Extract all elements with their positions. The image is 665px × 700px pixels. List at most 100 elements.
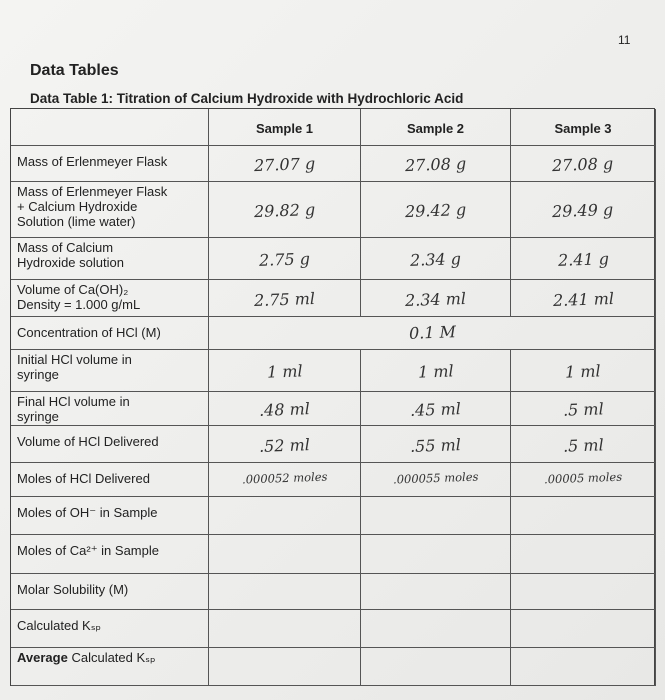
value-cell: 2.41 g — [511, 238, 656, 280]
value-cell: .000052 moles — [209, 463, 361, 497]
value-cell: 2.75 ml — [209, 280, 361, 317]
label-line: syringe — [17, 367, 59, 382]
value-cell: 27.08 g — [361, 146, 511, 182]
label-line: Mass of Calcium — [17, 240, 114, 255]
row-label: Moles of HCl Delivered — [11, 463, 209, 497]
value-cell: 1 ml — [361, 350, 511, 392]
row-label: Average Calculated Kₛₚ — [11, 648, 209, 686]
handwritten-value: 0.1 M — [408, 322, 456, 343]
value-cell — [511, 610, 656, 648]
value-cell — [361, 610, 511, 648]
value-cell — [511, 648, 656, 686]
value-cell — [361, 535, 511, 574]
row-label: Concentration of HCl (M) — [11, 317, 209, 350]
label-line: Moles of OH⁻ in Sample — [17, 505, 158, 520]
value-cell: 29.42 g — [361, 182, 511, 238]
handwritten-value: .52 ml — [258, 434, 311, 456]
table-title: Data Table 1: Titration of Calcium Hydro… — [30, 91, 464, 106]
value-cell — [361, 574, 511, 610]
handwritten-value: 2.75 ml — [253, 288, 316, 310]
label-line: Hydroxide solution — [17, 255, 124, 270]
value-cell: .5 ml — [511, 426, 656, 463]
value-cell — [209, 648, 361, 686]
row-label: Molar Solubility (M) — [11, 574, 209, 610]
value-cell: 29.82 g — [209, 182, 361, 238]
row-label: Mass of Calcium Hydroxide solution — [11, 238, 209, 280]
handwritten-value: .55 ml — [409, 434, 462, 456]
value-cell: 2.34 g — [361, 238, 511, 280]
handwritten-value: 2.34 ml — [404, 288, 467, 310]
row-label: Volume of Ca(OH)₂ Density = 1.000 g/mL — [11, 280, 209, 317]
handwritten-value: 27.08 g — [552, 153, 614, 176]
value-cell: 1 ml — [511, 350, 656, 392]
handwritten-value: 29.82 g — [253, 199, 316, 222]
value-cell: .000055 moles — [361, 463, 511, 497]
label-line: Volume of HCl Delivered — [17, 434, 159, 449]
label-line: Concentration of HCl (M) — [17, 325, 161, 340]
handwritten-value: 1 ml — [564, 361, 602, 382]
value-cell: 29.49 g — [511, 182, 656, 238]
value-cell: 27.08 g — [511, 146, 656, 182]
section-title: Data Tables — [30, 62, 119, 79]
page-number: 11 — [618, 33, 631, 47]
value-cell — [511, 535, 656, 574]
row-label: Calculated Kₛₚ — [11, 610, 209, 648]
handwritten-value: 2.41 g — [557, 249, 609, 270]
handwritten-value: 2.34 g — [409, 249, 462, 270]
handwritten-value: .5 ml — [562, 434, 604, 456]
handwritten-value: .48 ml — [258, 399, 311, 420]
handwritten-value: 1 ml — [417, 361, 454, 382]
column-header: Sample 2 — [361, 109, 511, 146]
header-cell — [11, 109, 209, 146]
label-line: Moles of HCl Delivered — [17, 471, 150, 486]
handwritten-value: .45 ml — [409, 399, 462, 420]
value-cell: .52 ml — [209, 426, 361, 463]
value-cell: .5 ml — [511, 392, 656, 426]
value-cell — [209, 610, 361, 648]
label-line: + Calcium Hydroxide — [17, 199, 138, 214]
value-cell — [511, 497, 656, 535]
value-cell: 27.07 g — [209, 146, 361, 182]
value-cell: .55 ml — [361, 426, 511, 463]
label-line: Molar Solubility (M) — [17, 582, 129, 597]
value-cell — [511, 574, 656, 610]
handwritten-value: .00005 moles — [543, 469, 623, 487]
value-cell — [209, 535, 361, 574]
value-cell: .45 ml — [361, 392, 511, 426]
value-cell — [209, 574, 361, 610]
value-cell — [361, 497, 511, 535]
label-line: Calculated Kₛₚ — [71, 650, 156, 665]
handwritten-value: .000052 moles — [241, 469, 328, 487]
label-line: Moles of Ca²⁺ in Sample — [17, 543, 159, 558]
label-line: Volume of Ca(OH)₂ — [17, 282, 129, 297]
handwritten-value: 2.75 g — [258, 249, 311, 270]
value-cell: 0.1 M — [209, 317, 656, 350]
label-line: Calculated Kₛₚ — [17, 618, 102, 633]
value-cell: 1 ml — [209, 350, 361, 392]
row-label: Mass of Erlenmeyer Flask + Calcium Hydrox… — [11, 182, 209, 238]
handwritten-value: 1 ml — [266, 361, 303, 382]
label-line: Mass of Erlenmeyer Flask — [17, 184, 168, 199]
label-line: Final HCl volume in — [17, 394, 130, 409]
handwritten-value: 2.41 ml — [552, 288, 614, 310]
row-label: Moles of OH⁻ in Sample — [11, 497, 209, 535]
handwritten-value: .000055 moles — [392, 469, 479, 487]
handwritten-value: 29.49 g — [552, 199, 614, 222]
row-label: Final HCl volume in syringe — [11, 392, 209, 426]
value-cell: .48 ml — [209, 392, 361, 426]
value-cell: .00005 moles — [511, 463, 656, 497]
value-cell — [209, 497, 361, 535]
column-header: Sample 3 — [511, 109, 656, 146]
row-label: Mass of Erlenmeyer Flask — [11, 146, 209, 182]
column-header: Sample 1 — [209, 109, 361, 146]
data-table: Sample 1 Sample 2 Sample 3 Mass of Erlenmey… — [10, 108, 656, 686]
value-cell: 2.41 ml — [511, 280, 656, 317]
label-line: Density = 1.000 g/mL — [17, 297, 141, 312]
row-label: Moles of Ca²⁺ in Sample — [11, 535, 209, 574]
handwritten-value: .5 ml — [562, 399, 604, 420]
row-label: Volume of HCl Delivered — [11, 426, 209, 463]
label-line: syringe — [17, 409, 59, 424]
label-line: Initial HCl volume in — [17, 352, 132, 367]
value-cell: 2.34 ml — [361, 280, 511, 317]
